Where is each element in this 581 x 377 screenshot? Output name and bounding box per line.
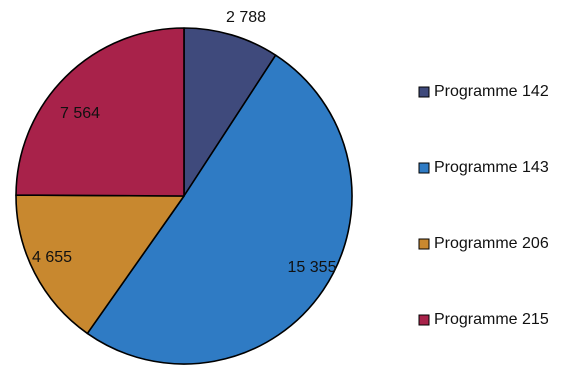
- pie-data-labels: 2 788 15 355 4 655 7 564: [32, 9, 337, 276]
- legend-swatch-programme-143: [418, 162, 430, 174]
- legend-label-programme-143: Programme 143: [434, 159, 549, 176]
- legend-item-programme-215: Programme 215: [418, 311, 549, 328]
- legend-item-programme-206: Programme 206: [418, 235, 549, 252]
- legend-item-programme-142: Programme 142: [418, 83, 549, 100]
- pie-slice-programme-142: [183, 27, 277, 197]
- legend-label-programme-142: Programme 142: [434, 83, 549, 100]
- data-label-programme-215: 7 564: [60, 105, 100, 122]
- pie-slice-programme-206: [15, 194, 185, 335]
- pie-slice-programme-215: [15, 27, 185, 197]
- legend-swatch-programme-206: [418, 238, 430, 250]
- pie-slices: [15, 27, 353, 365]
- legend-swatch-programme-215: [418, 314, 430, 326]
- pie-slice-programme-143: [86, 54, 353, 365]
- legend-label-programme-206: Programme 206: [434, 235, 549, 252]
- legend-label-programme-215: Programme 215: [434, 311, 549, 328]
- data-label-programme-206: 4 655: [32, 249, 72, 266]
- data-label-programme-142: 2 788: [226, 9, 266, 26]
- legend-swatch-programme-142: [418, 86, 430, 98]
- legend-item-programme-143: Programme 143: [418, 159, 549, 176]
- data-label-programme-143: 15 355: [288, 259, 337, 276]
- legend: Programme 142 Programme 143 Programme 206 P…: [418, 83, 549, 328]
